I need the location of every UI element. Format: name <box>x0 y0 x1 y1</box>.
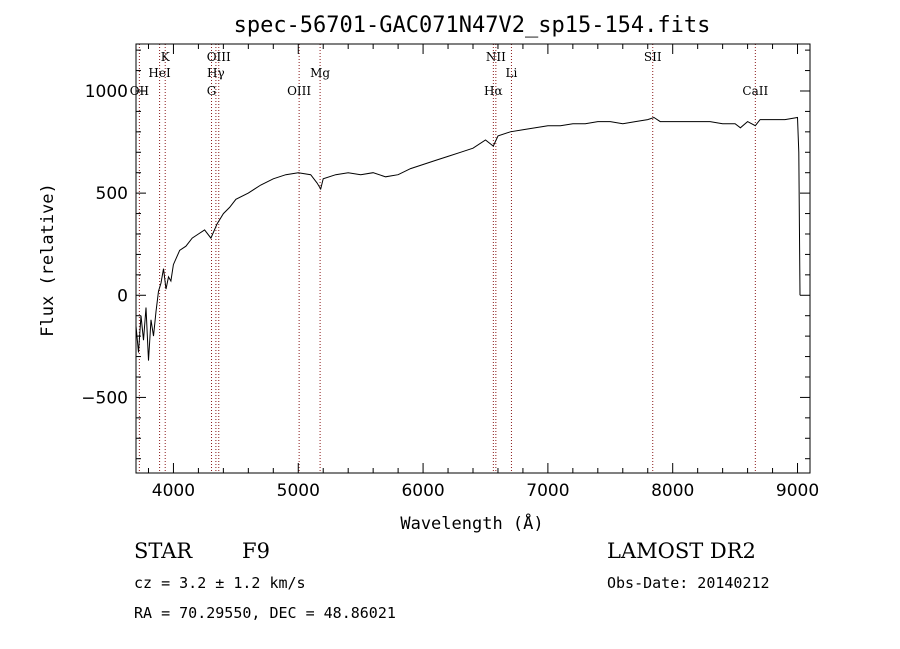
y-tick-label-500: 500 <box>96 184 128 204</box>
line-label-G: G <box>207 84 217 98</box>
coordinates: RA = 70.29550, DEC = 48.86021 <box>134 604 396 622</box>
line-label-SII: SII <box>644 50 662 64</box>
object-class: STAR <box>134 539 193 563</box>
x-tick-label-5000: 5000 <box>277 481 320 501</box>
y-axis-label: Flux (relative) <box>38 183 58 337</box>
x-tick-label-8000: 8000 <box>651 481 694 501</box>
chart-title: spec-56701-GAC071N47V2_sp15-154.fits <box>234 13 711 38</box>
line-label-Hγ: Hγ <box>207 66 225 80</box>
x-tick-label-6000: 6000 <box>401 481 444 501</box>
line-label-Mg: Mg <box>310 66 330 80</box>
x-tick-label-4000: 4000 <box>152 481 195 501</box>
y-tick-label-1000: 1000 <box>85 82 128 102</box>
axes-frame <box>135 43 811 474</box>
y-tick-label--500: −500 <box>81 388 128 408</box>
spectrum-series-0 <box>135 116 801 361</box>
y-tick-label-0: 0 <box>117 286 128 306</box>
object-subclass: F9 <box>242 539 270 563</box>
x-tick-label-9000: 9000 <box>776 481 819 501</box>
redshift-info: cz = 3.2 ± 1.2 km/s <box>134 574 306 592</box>
survey-name: LAMOST DR2 <box>607 539 756 563</box>
x-tick-label-7000: 7000 <box>526 481 569 501</box>
line-label-Li: Li <box>506 66 518 80</box>
line-label-CaII: CaII <box>742 84 768 98</box>
line-label-K: K <box>161 50 171 64</box>
line-label-HeI: HeI <box>148 66 171 80</box>
line-label-OIII: OIII <box>207 50 231 64</box>
x-axis-label: Wavelength (Å) <box>400 512 543 534</box>
line-label-Hα: Hα <box>484 84 503 98</box>
line-label-OIII: OIII <box>287 84 311 98</box>
line-label-NII: NII <box>486 50 506 64</box>
obs-date: Obs-Date: 20140212 <box>607 574 770 592</box>
